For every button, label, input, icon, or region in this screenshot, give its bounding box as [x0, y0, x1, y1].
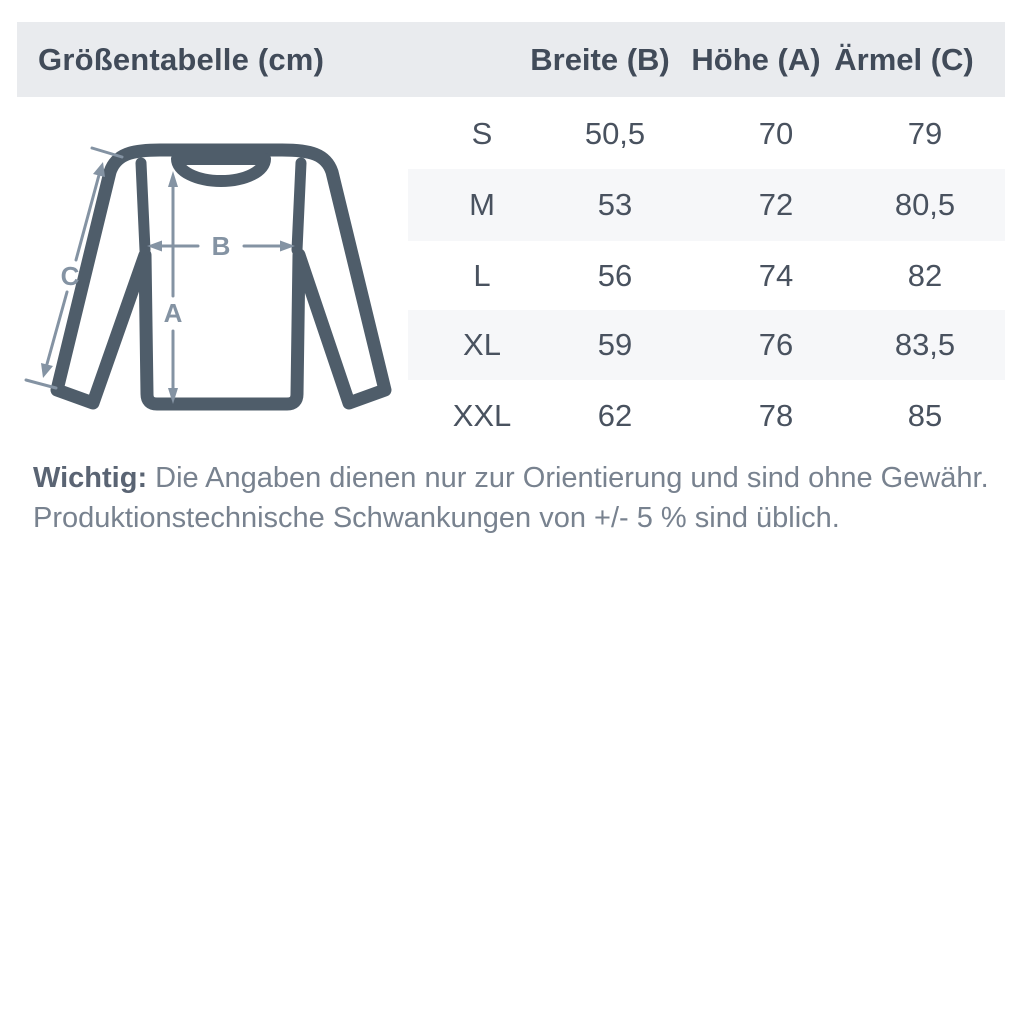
arrowhead-a-top	[168, 171, 178, 187]
aermel-cell: 82	[907, 258, 943, 293]
column-header-aermel: Ärmel (C)	[834, 41, 974, 77]
size-cell: L	[473, 258, 491, 293]
hoehe-cell: 76	[758, 327, 794, 362]
shoulder-seam-left	[135, 157, 151, 256]
collar	[171, 153, 271, 187]
dimension-line-c-upper	[74, 173, 101, 262]
breite-cell: 50,5	[584, 116, 646, 151]
size-chart-header: Größentabelle (cm) Breite (B) Höhe (A) Ä…	[17, 22, 1005, 97]
size-cell: M	[469, 187, 495, 222]
disclaimer-text-1: Die Angaben dienen nur zur Orientierung …	[147, 462, 989, 494]
breite-cell: 53	[597, 187, 633, 222]
arrowhead-a-bottom	[168, 388, 178, 404]
table-row-xxl: XXL 62 78 85	[408, 381, 1005, 451]
hoehe-cell: 72	[758, 187, 794, 222]
column-header-hoehe: Höhe (A)	[691, 41, 821, 77]
hoehe-cell: 78	[758, 398, 794, 433]
sweatshirt-outline	[50, 143, 392, 411]
table-row-l: L 56 74 82	[408, 241, 1005, 311]
arrowhead-b-left	[147, 240, 162, 252]
dimension-label-a: A	[164, 298, 183, 328]
breite-cell: 59	[597, 327, 633, 362]
table-row-s: S 50,5 70 79	[408, 99, 1005, 169]
dimension-label-c: C	[61, 261, 80, 291]
shoulder-seam-right	[291, 157, 307, 256]
aermel-cell: 85	[907, 398, 943, 433]
size-cell: XXL	[452, 398, 512, 433]
dimension-arrows	[24, 146, 283, 392]
aermel-cell: 79	[907, 116, 943, 151]
disclaimer-note: Wichtig: Die Angaben dienen nur zur Orie…	[33, 458, 993, 538]
arrowhead-b-right	[280, 240, 295, 252]
arrowhead-c-bottom	[41, 363, 53, 378]
disclaimer-line-2: Produktionstechnische Schwankungen von +…	[33, 502, 840, 534]
arrowheads	[41, 162, 295, 404]
hoehe-cell: 70	[758, 116, 794, 151]
dimension-label-b: B	[212, 231, 231, 261]
arrowhead-c-top	[93, 162, 105, 177]
dimension-line-c-lower	[45, 290, 69, 366]
disclaimer-emphasis: Wichtig:	[33, 462, 148, 494]
breite-cell: 56	[597, 258, 633, 293]
dimension-tick-c-bottom	[24, 378, 58, 390]
table-row-xl: XL 59 76 83,5	[408, 310, 1005, 380]
breite-cell: 62	[597, 398, 633, 433]
dimension-tick-c-top	[90, 146, 124, 159]
aermel-cell: 83,5	[894, 327, 956, 362]
column-header-breite: Breite (B)	[530, 41, 670, 77]
disclaimer-line-1: Wichtig: Die Angaben dienen nur zur Orie…	[33, 458, 993, 498]
size-cell: S	[471, 116, 493, 151]
size-cell: XL	[463, 327, 501, 362]
aermel-cell: 80,5	[894, 187, 956, 222]
table-row-m: M 53 72 80,5	[408, 169, 1005, 241]
page-title: Größentabelle (cm)	[38, 41, 325, 77]
sweatshirt-diagram: A B C	[24, 143, 392, 411]
hoehe-cell: 74	[758, 258, 794, 293]
